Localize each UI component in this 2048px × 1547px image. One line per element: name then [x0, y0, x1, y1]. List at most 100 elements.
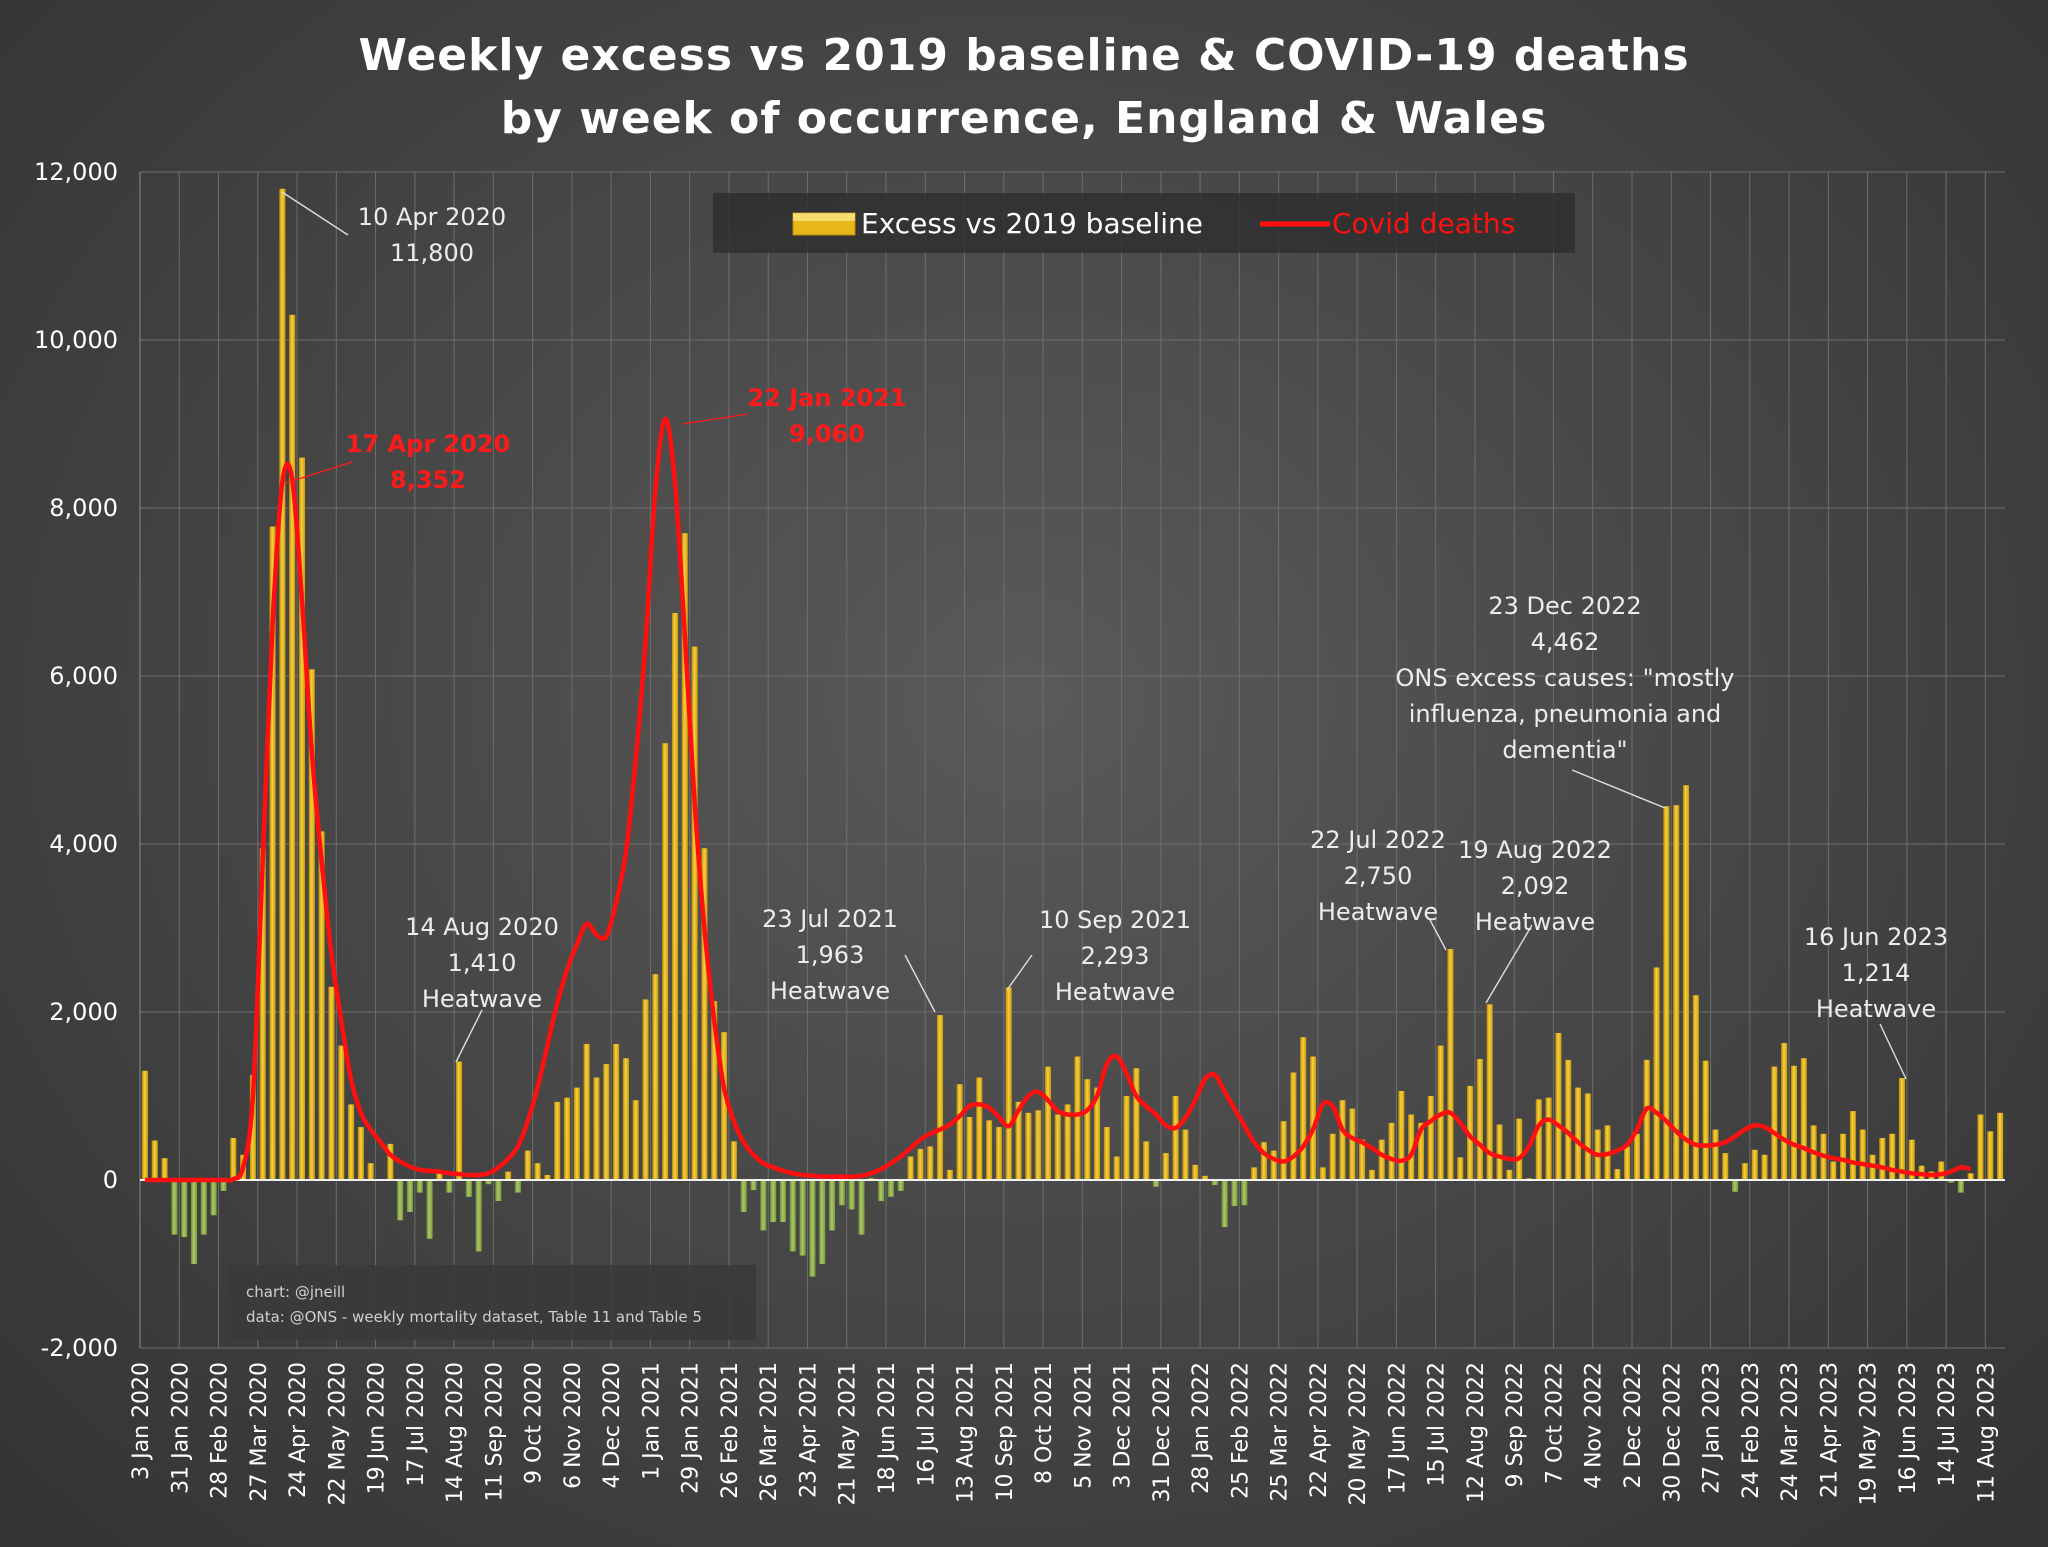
annotation-text: Heatwave [422, 985, 542, 1013]
excess-bar [1584, 1093, 1591, 1180]
y-tick-label: 6,000 [49, 662, 118, 690]
x-tick-label: 13 Aug 2021 [954, 1362, 979, 1503]
excess-bar [1555, 1033, 1562, 1180]
annotation-text: 16 Jun 2023 [1804, 923, 1948, 951]
legend: Excess vs 2019 baseline Covid deaths [713, 193, 1575, 253]
y-tick-label: 0 [103, 1166, 118, 1194]
excess-bar [1535, 1099, 1542, 1180]
deficit-bar [397, 1180, 404, 1221]
excess-bar [1702, 1060, 1709, 1180]
excess-bar [1192, 1164, 1199, 1180]
legend-box [713, 193, 1575, 253]
x-tick-label: 9 Sep 2022 [1503, 1362, 1528, 1487]
excess-bar [1476, 1059, 1483, 1180]
excess-bar [1849, 1111, 1856, 1180]
deficit-bar [465, 1180, 472, 1197]
excess-bar [1830, 1161, 1837, 1180]
deficit-bar [446, 1180, 453, 1193]
excess-bar [1682, 785, 1690, 1180]
excess-bar [701, 848, 708, 1180]
excess-bar [1741, 1163, 1748, 1180]
deficit-bar [220, 1180, 227, 1191]
excess-bar [1309, 1056, 1317, 1180]
x-tick-label: 6 Nov 2020 [561, 1362, 586, 1489]
x-tick-label: 3 Jan 2020 [129, 1362, 154, 1480]
chart-title-line-2: by week of occurrence, England & Wales [501, 93, 1548, 144]
excess-bar [249, 1075, 256, 1180]
annotation-leader-line [682, 413, 749, 425]
excess-bar [1251, 1167, 1258, 1180]
deficit-bar [1152, 1180, 1159, 1187]
excess-bar [1447, 949, 1454, 1180]
x-tick-label: 28 Jan 2022 [1189, 1362, 1214, 1494]
annotation-text: 19 Aug 2022 [1458, 836, 1612, 864]
excess-bar [1781, 1043, 1788, 1180]
y-tick-label: 2,000 [49, 998, 118, 1026]
excess-bar [1800, 1058, 1807, 1180]
annotation: 22 Jan 2021 9,060 [682, 384, 907, 448]
excess-bar [1093, 1087, 1101, 1180]
annotations: 10 Apr 2020 11,800 17 Apr 2020 8,352 14 Aug … [281, 191, 1948, 1080]
excess-bar [1712, 1129, 1719, 1180]
annotation-text: dementia" [1502, 736, 1627, 764]
credit-background [226, 1265, 756, 1340]
excess-bar [298, 457, 306, 1181]
deficit-bar [475, 1180, 482, 1252]
x-tick-label: 2 Dec 2022 [1621, 1362, 1646, 1489]
excess-bar [1565, 1059, 1572, 1180]
x-tick-label: 3 Dec 2021 [1111, 1362, 1136, 1489]
annotation-text: 1,410 [448, 949, 517, 977]
x-tick-label: 23 Apr 2021 [796, 1362, 821, 1498]
x-tick-label: 20 May 2022 [1346, 1362, 1371, 1505]
deficit-bar [897, 1180, 904, 1191]
annotation-text: Heatwave [1055, 978, 1175, 1006]
excess-bar [230, 1138, 237, 1180]
deficit-bar [171, 1180, 178, 1235]
excess-bar [1967, 1173, 1974, 1180]
credit-box: chart: @jneill data: @ONS - weekly morta… [226, 1265, 756, 1340]
annotation-leader-line [1485, 924, 1533, 1004]
deficit-bar [190, 1180, 198, 1264]
annotation-leader-line [1571, 769, 1666, 809]
excess-bar [593, 1077, 600, 1180]
annotation-text: ONS excess causes: "mostly [1396, 664, 1735, 692]
excess-bar [1545, 1097, 1552, 1180]
excess-bar [1790, 1065, 1798, 1180]
annotation-text: 11,800 [390, 239, 474, 267]
excess-bar [995, 1127, 1002, 1180]
excess-bar [279, 188, 286, 1181]
deficit-bar [210, 1180, 217, 1216]
x-tick-label: 31 Jan 2020 [168, 1362, 193, 1494]
excess-bar [455, 1061, 463, 1180]
annotation-text: 2,293 [1081, 942, 1150, 970]
excess-bar [1574, 1087, 1582, 1180]
x-tick-label: 24 Feb 2023 [1739, 1362, 1764, 1499]
annotation-text: influenza, pneumonia and [1409, 700, 1722, 728]
annotation-text: 2,750 [1344, 862, 1413, 890]
excess-bar [1182, 1129, 1189, 1180]
x-tick-label: 27 Jan 2023 [1700, 1362, 1725, 1494]
x-tick-label: 4 Dec 2020 [600, 1362, 625, 1489]
excess-bar [720, 1032, 728, 1180]
x-tick-label: 16 Jun 2023 [1896, 1362, 1921, 1494]
excess-bar [1987, 1131, 1994, 1180]
x-axis-ticks: 3 Jan 2020 31 Jan 2020 28 Feb 2020 27 Mar 2… [129, 1362, 1999, 1505]
deficit-bar [779, 1180, 786, 1222]
excess-bar [328, 986, 335, 1180]
excess-bar [1201, 1175, 1209, 1180]
excess-bar [1280, 1121, 1287, 1180]
covid-deaths-line [144, 416, 1972, 1183]
excess-bar [1270, 1150, 1277, 1180]
excess-bar [1388, 1122, 1395, 1180]
x-tick-label: 21 May 2021 [836, 1362, 861, 1505]
annotation: 23 Jul 2021 1,963 Heatwave [762, 905, 936, 1013]
excess-bar [1300, 1037, 1307, 1180]
excess-bar [367, 1163, 374, 1180]
deficit-bar [485, 1180, 492, 1185]
x-tick-label: 16 Jul 2021 [914, 1362, 939, 1487]
annotation-text: 23 Dec 2022 [1488, 592, 1641, 620]
y-tick-label: 10,000 [34, 326, 118, 354]
deficit-bar [181, 1180, 188, 1238]
x-tick-label: 26 Feb 2021 [718, 1362, 743, 1499]
